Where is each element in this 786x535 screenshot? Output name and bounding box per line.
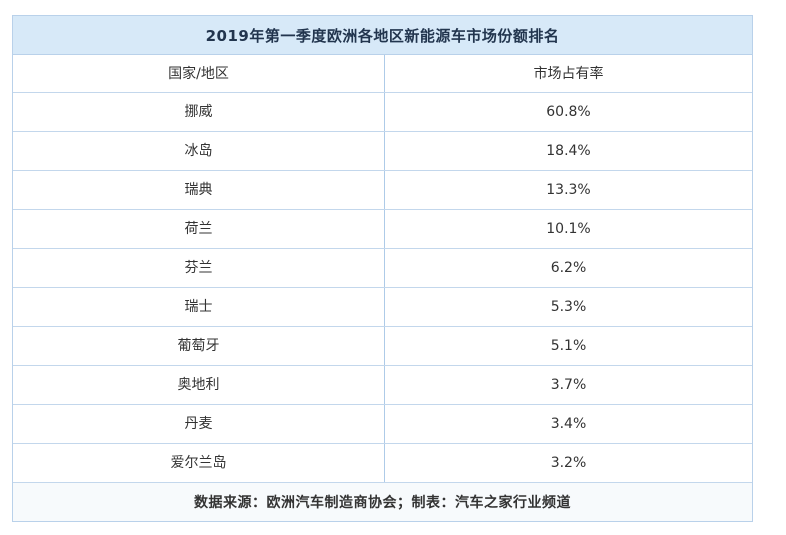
share-cell: 5.3% (550, 299, 587, 315)
region-cell: 丹麦 (13, 405, 385, 443)
region-cell: 荷兰 (13, 210, 385, 248)
table-row: 荷兰 10.1% (13, 210, 752, 249)
share-cell: 3.4% (550, 416, 587, 432)
share-cell: 18.4% (546, 143, 591, 159)
region-cell: 瑞典 (13, 171, 385, 209)
share-cell: 10.1% (546, 221, 591, 237)
share-cell: 5.1% (550, 338, 587, 354)
region-cell: 瑞士 (13, 288, 385, 326)
region-cell: 爱尔兰岛 (13, 444, 385, 482)
column-header-region: 国家/地区 (13, 55, 385, 92)
region-cell: 挪威 (13, 93, 385, 131)
share-cell: 6.2% (550, 260, 587, 276)
share-cell: 60.8% (546, 104, 591, 120)
share-cell: 13.3% (546, 182, 591, 198)
table-row: 爱尔兰岛 3.2% (13, 444, 752, 483)
market-share-table: 2019年第一季度欧洲各地区新能源车市场份额排名 国家/地区 市场占有率 挪威 … (12, 15, 753, 522)
table-source-note: 数据来源：欧洲汽车制造商协会；制表：汽车之家行业频道 (194, 495, 571, 511)
region-cell: 奥地利 (13, 366, 385, 404)
region-cell: 葡萄牙 (13, 327, 385, 365)
table-row: 冰岛 18.4% (13, 132, 752, 171)
table-row: 挪威 60.8% (13, 93, 752, 132)
table-title: 2019年第一季度欧洲各地区新能源车市场份额排名 (205, 26, 560, 45)
table-footer-row: 数据来源：欧洲汽车制造商协会；制表：汽车之家行业频道 (13, 483, 752, 521)
table-row: 奥地利 3.7% (13, 366, 752, 405)
share-cell: 3.2% (550, 455, 587, 471)
table-row: 瑞士 5.3% (13, 288, 752, 327)
region-cell: 冰岛 (13, 132, 385, 170)
table-row: 葡萄牙 5.1% (13, 327, 752, 366)
table-row: 瑞典 13.3% (13, 171, 752, 210)
table-row: 芬兰 6.2% (13, 249, 752, 288)
table-header-row: 国家/地区 市场占有率 (13, 55, 752, 93)
table-row: 丹麦 3.4% (13, 405, 752, 444)
column-header-share: 市场占有率 (533, 65, 604, 82)
region-cell: 芬兰 (13, 249, 385, 287)
table-title-row: 2019年第一季度欧洲各地区新能源车市场份额排名 (13, 16, 752, 55)
share-cell: 3.7% (550, 377, 587, 393)
